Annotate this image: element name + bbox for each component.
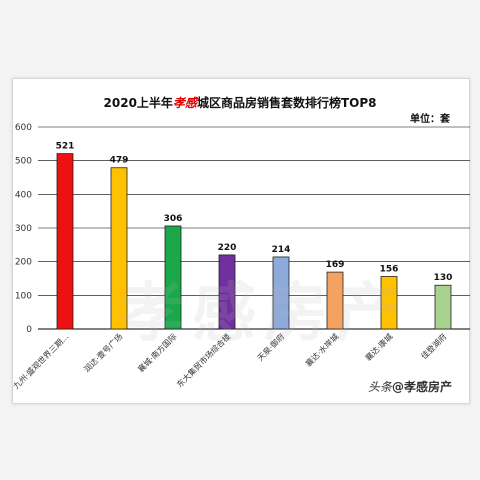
- title-prefix: 2020上半年: [103, 96, 173, 110]
- data-label: 220: [218, 243, 237, 253]
- y-tick-label: 0: [26, 325, 32, 335]
- bar: [218, 254, 236, 330]
- unit-label: 单位：套: [410, 114, 450, 125]
- data-label: 169: [326, 260, 345, 270]
- category-label: 襄达·水岸城: [303, 331, 340, 368]
- y-tick-label: 600: [15, 123, 32, 133]
- bar: [272, 256, 290, 330]
- y-tick-label: 200: [15, 258, 32, 268]
- category-label: 润达·壹号广场: [82, 331, 125, 374]
- category-label: 襄城·南方国际: [136, 331, 179, 374]
- y-tick-label: 100: [15, 291, 32, 301]
- bar: [326, 271, 344, 330]
- category-label: 九州·盛观世界三期...: [11, 331, 71, 391]
- data-label: 306: [164, 214, 183, 224]
- bar: [56, 153, 74, 330]
- y-tick-label: 400: [15, 190, 32, 200]
- chart-title: 2020上半年孝感城区商品房销售套数排行榜TOP8: [0, 94, 480, 111]
- data-label: 156: [380, 264, 399, 274]
- category-label: 东大集贸市场综合楼: [174, 331, 232, 389]
- footer-watermark: 头条@孝感房产: [368, 378, 452, 395]
- data-label: 130: [434, 273, 453, 283]
- bar: [380, 276, 398, 330]
- data-label: 521: [56, 142, 75, 152]
- bar: [110, 167, 128, 330]
- footer-handle: @孝感房产: [392, 380, 453, 394]
- data-label: 479: [110, 156, 129, 166]
- bar: [434, 284, 452, 330]
- category-label: 天泉·御府: [255, 331, 286, 362]
- chart-card: [12, 78, 470, 404]
- bar: [164, 225, 182, 330]
- title-highlight: 孝感: [172, 96, 197, 110]
- y-tick-label: 300: [15, 224, 32, 234]
- data-label: 214: [272, 245, 291, 255]
- category-label: 佳登湖府: [419, 331, 449, 361]
- category-label: 襄达·康城: [363, 331, 394, 362]
- y-tick-label: 500: [15, 157, 32, 167]
- title-suffix: 城区商品房销售套数排行榜TOP8: [196, 96, 377, 110]
- footer-prefix: 头条: [368, 380, 393, 394]
